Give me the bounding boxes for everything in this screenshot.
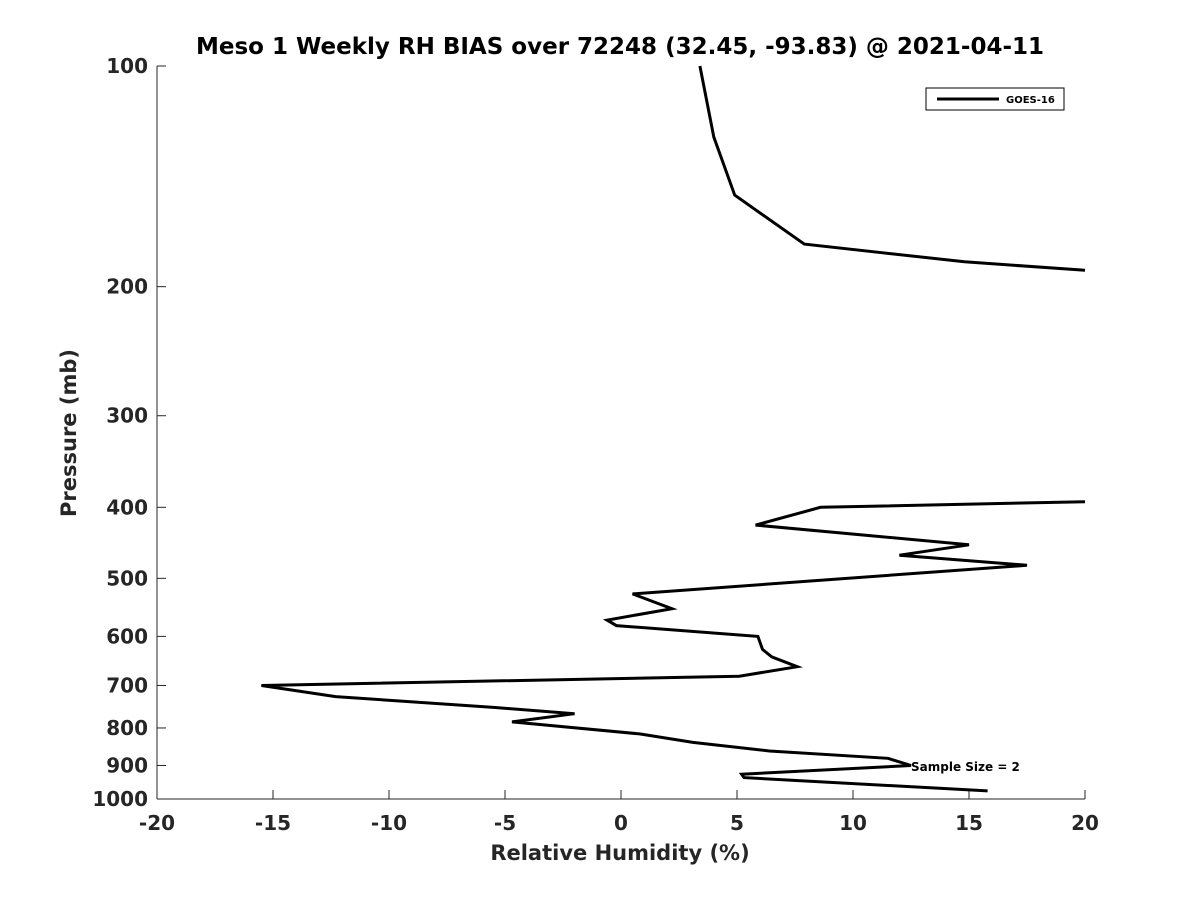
legend-label-goes-16: GOES-16 — [1006, 95, 1055, 106]
x-tick-label: -15 — [255, 811, 291, 835]
y-tick-label: 300 — [106, 404, 148, 428]
y-tick-label: 600 — [106, 624, 148, 648]
x-axis-label: Relative Humidity (%) — [490, 841, 749, 865]
y-tick-label: 1000 — [92, 787, 148, 811]
y-tick-label: 500 — [106, 566, 148, 590]
x-tick-label: -20 — [139, 811, 175, 835]
chart-title: Meso 1 Weekly RH BIAS over 72248 (32.45,… — [196, 34, 1044, 60]
series-line-goes-16-segment-2 — [261, 500, 1086, 793]
legend: GOES-16 — [925, 87, 1065, 111]
series-layer — [261, 65, 1086, 793]
y-tick-label: 200 — [106, 275, 148, 299]
y-axis-label: Pressure (mb) — [57, 349, 81, 517]
x-tick-label: 20 — [1071, 811, 1099, 835]
y-tick-label: 900 — [106, 753, 148, 777]
x-tick-label: 15 — [955, 811, 983, 835]
y-tick-label: 400 — [106, 495, 148, 519]
series-line-goes-16-segment-1 — [698, 65, 1086, 272]
y-tick-label: 700 — [106, 673, 148, 697]
x-tick-label: 0 — [614, 811, 628, 835]
y-tick-label: 100 — [106, 54, 148, 78]
x-tick-label: -10 — [371, 811, 407, 835]
y-tick-label: 800 — [106, 716, 148, 740]
sample-size-annotation: Sample Size = 2 — [911, 760, 1020, 774]
x-axis: -20 -15 -10 -5 0 5 10 15 20 — [139, 790, 1099, 835]
x-tick-label: -5 — [494, 811, 516, 835]
x-tick-label: 5 — [730, 811, 744, 835]
x-tick-label: 10 — [839, 811, 867, 835]
y-axis: 100 200 300 400 500 600 700 800 900 1000 — [92, 54, 166, 811]
